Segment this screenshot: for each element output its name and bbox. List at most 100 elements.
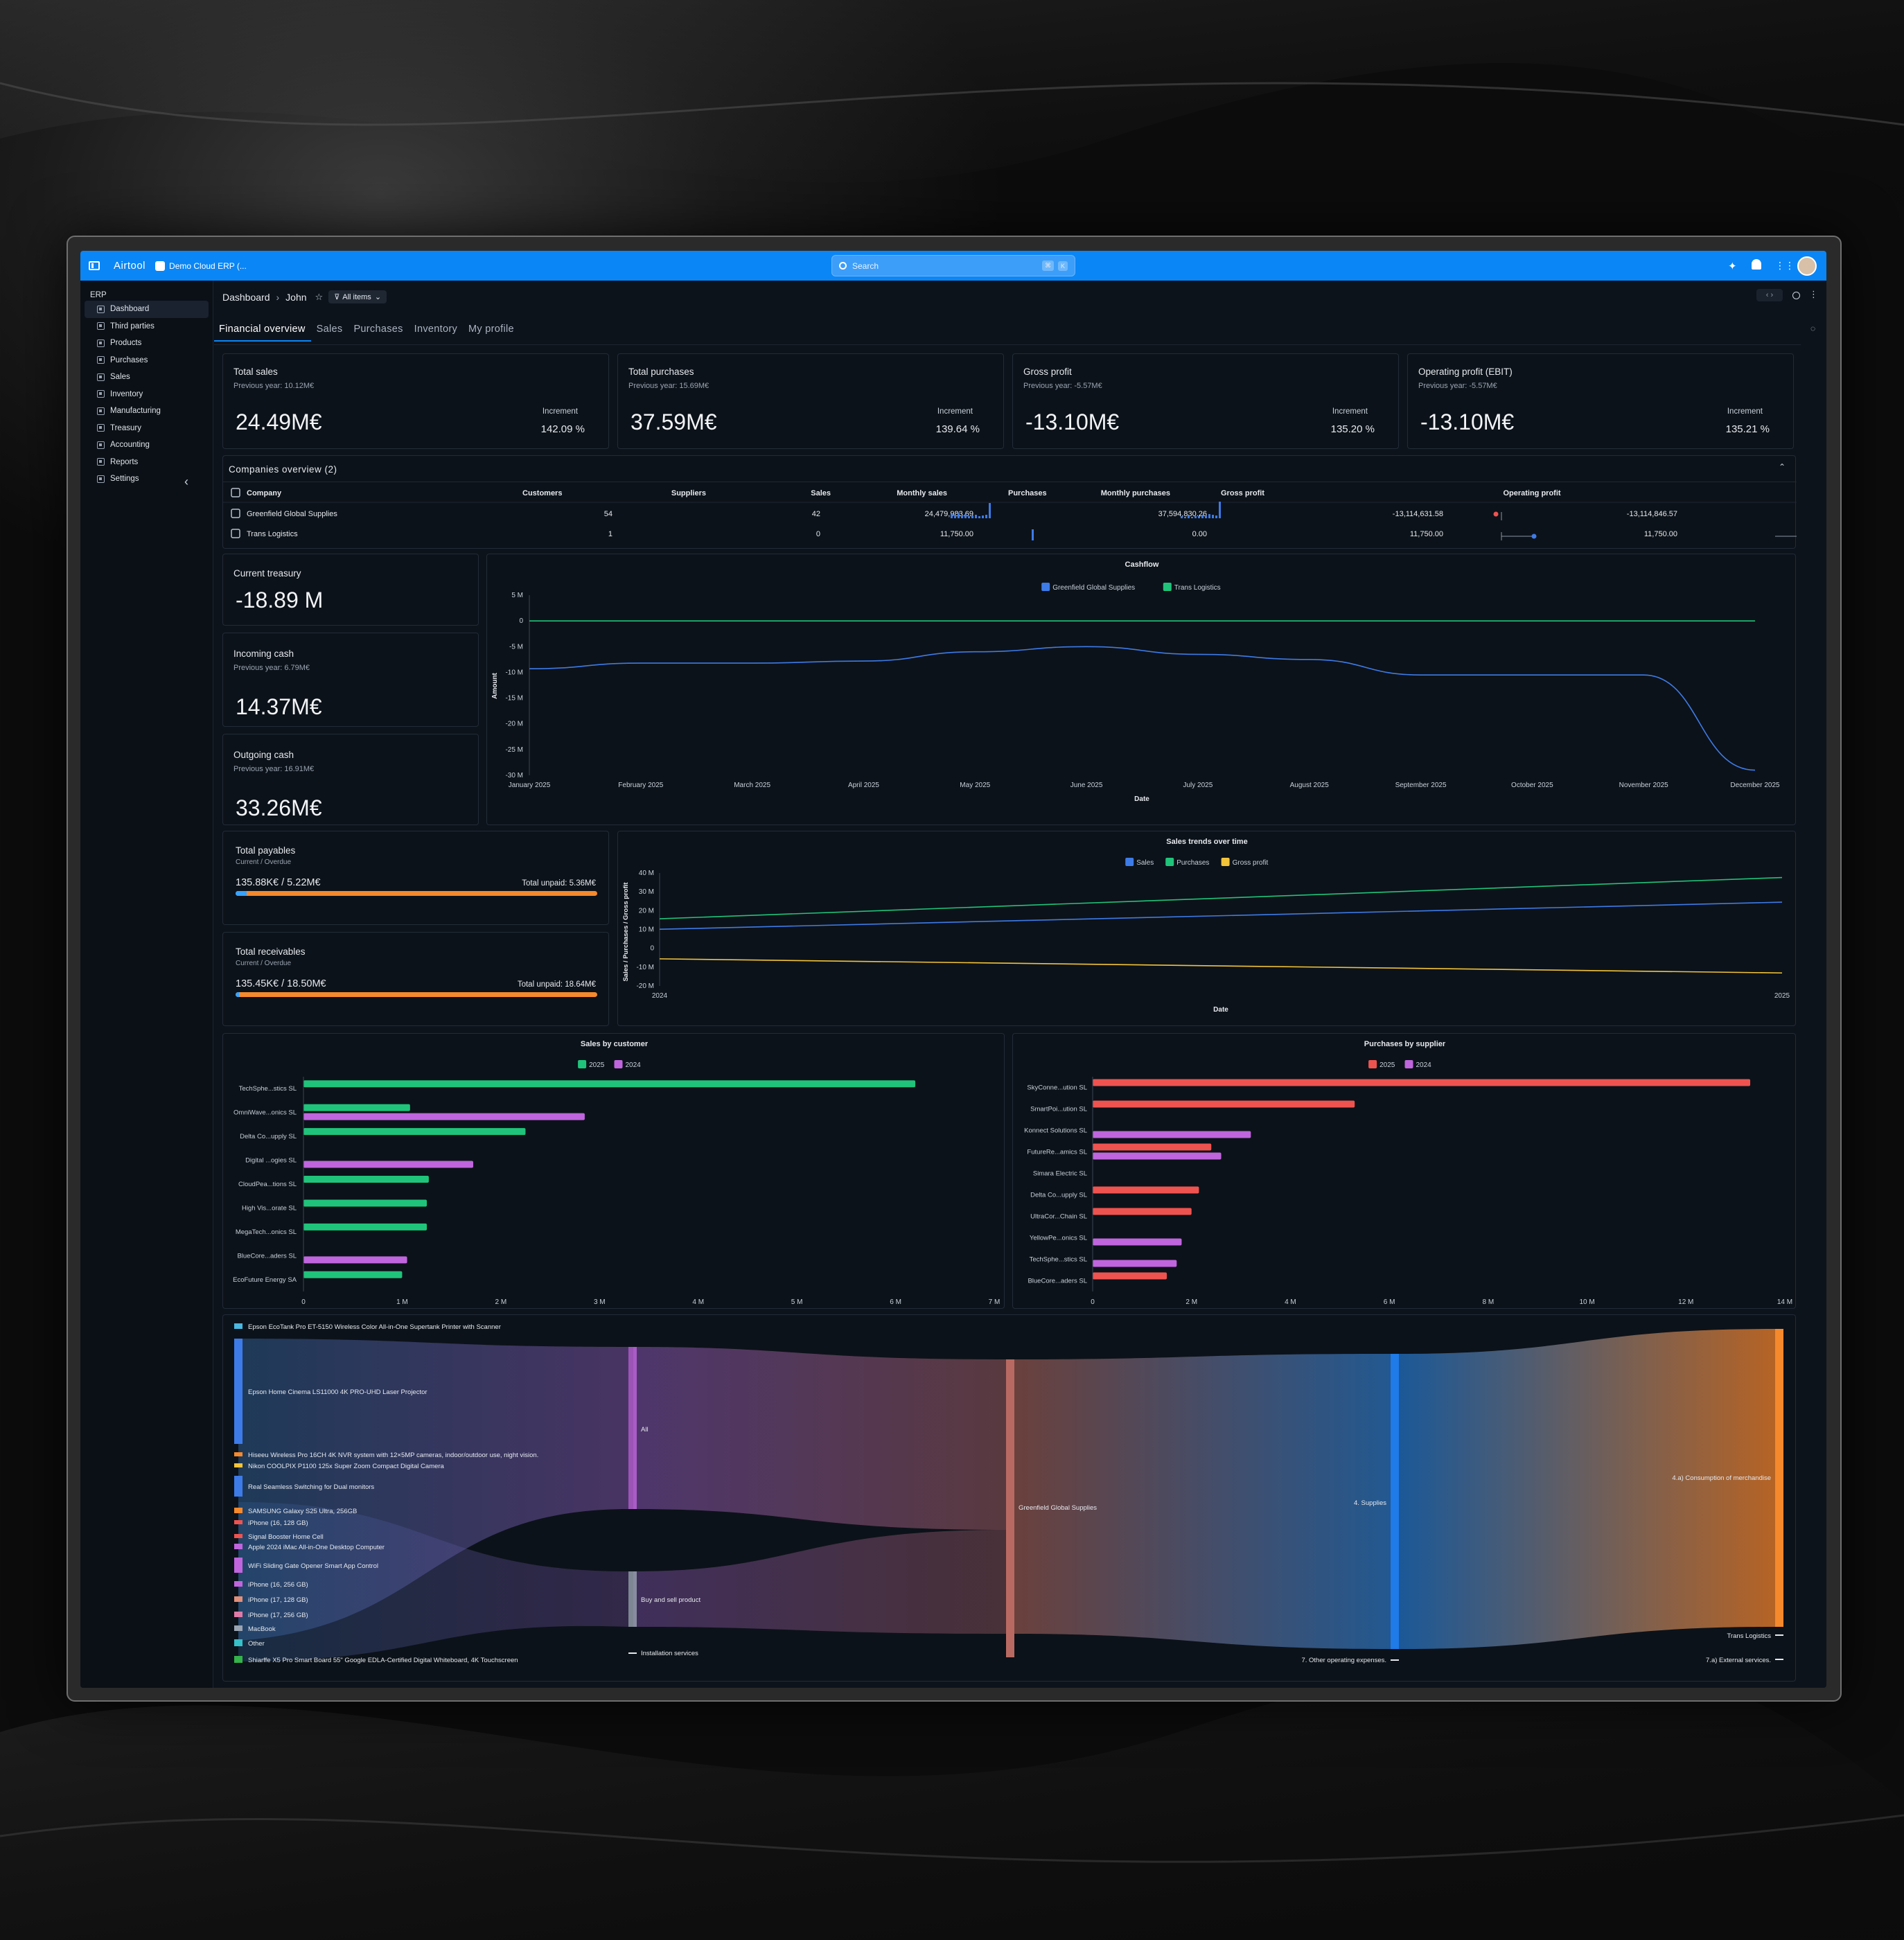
kpi-value: 37.59M€ bbox=[631, 409, 717, 434]
breadcrumb-dashboard[interactable]: Dashboard bbox=[222, 291, 270, 303]
sankey-source-label: MacBook bbox=[248, 1625, 276, 1633]
tab-financial-overview[interactable]: Financial overview bbox=[214, 324, 311, 342]
avatar[interactable] bbox=[1797, 256, 1817, 276]
breadcrumb-john[interactable]: John bbox=[285, 291, 307, 303]
nav-arrows[interactable]: ‹ › bbox=[1756, 289, 1783, 301]
y-tick-label: -5 M bbox=[509, 643, 523, 651]
x-axis-label: Date bbox=[1213, 1006, 1228, 1014]
legend-label: Purchases bbox=[1176, 859, 1209, 867]
more-menu-icon[interactable]: ⋮ bbox=[1809, 289, 1818, 299]
sankey-source-label: Real Seamless Switching for Dual monitor… bbox=[248, 1483, 374, 1491]
dashboard-icon bbox=[97, 305, 105, 313]
sidebar-item-purchases[interactable]: Purchases bbox=[85, 352, 209, 369]
column-header-customers[interactable]: Customers bbox=[522, 489, 562, 497]
sankey-node-other-expenses bbox=[1391, 1659, 1399, 1661]
products-icon bbox=[97, 339, 105, 347]
gross-profit-marker bbox=[1493, 511, 1499, 517]
treasury-previous-year: Previous year: 6.79M€ bbox=[233, 664, 310, 672]
refresh-icon[interactable] bbox=[1792, 292, 1800, 299]
kpi-increment-value: 139.64 % bbox=[935, 423, 980, 435]
legend-label: Sales bbox=[1136, 859, 1154, 867]
sidebar-item-reports[interactable]: Reports bbox=[85, 454, 209, 471]
sidebar-item-settings[interactable]: Settings bbox=[85, 470, 209, 488]
sankey-source-label: Nikon COOLPIX P1100 125x Super Zoom Comp… bbox=[248, 1463, 445, 1470]
sidebar-item-third-parties[interactable]: Third parties bbox=[85, 318, 209, 335]
column-header-monthly-sales[interactable]: Monthly sales bbox=[897, 489, 947, 497]
chart-title: Cashflow bbox=[1125, 561, 1159, 569]
search-bar[interactable]: Search ⌘ K bbox=[831, 255, 1075, 276]
monthly-sales-bar bbox=[968, 516, 970, 518]
sankey-source-node bbox=[234, 1558, 243, 1573]
column-header-sales[interactable]: Sales bbox=[811, 489, 831, 497]
apps-grid-icon[interactable]: ⋮⋮ bbox=[1775, 260, 1795, 271]
column-header-company[interactable]: Company bbox=[247, 489, 282, 497]
tab-my-profile[interactable]: My profile bbox=[468, 324, 514, 335]
column-header-gross-profit[interactable]: Gross profit bbox=[1221, 489, 1264, 497]
top-bar: Airtool Demo Cloud ERP (... Search ⌘ K ✦… bbox=[80, 251, 1826, 281]
sidebar-item-inventory[interactable]: Inventory bbox=[85, 386, 209, 403]
sidebar-item-sales[interactable]: Sales bbox=[85, 369, 209, 386]
x-tick-label: 4 M bbox=[1285, 1298, 1296, 1306]
category-label: MegaTech...onics SL bbox=[236, 1228, 297, 1236]
collapse-sidebar-icon[interactable]: ‹ bbox=[184, 475, 188, 488]
receivables-progress-fill bbox=[236, 992, 240, 997]
filter-dropdown[interactable]: ⊽ All items ⌄ bbox=[328, 290, 387, 303]
category-label: Konnect Solutions SL bbox=[1024, 1127, 1087, 1135]
x-tick-label: 10 M bbox=[1579, 1298, 1594, 1306]
workspace-selector[interactable]: Demo Cloud ERP (... bbox=[169, 261, 247, 271]
y-tick-label: 30 M bbox=[639, 888, 654, 896]
kpi-increment-label: Increment bbox=[937, 407, 973, 416]
treasury-previous-year: Previous year: 16.91M€ bbox=[233, 765, 315, 773]
tab-purchases[interactable]: Purchases bbox=[353, 324, 403, 335]
sidebar-item-manufacturing[interactable]: Manufacturing bbox=[85, 403, 209, 420]
x-tick-label: 3 M bbox=[594, 1298, 606, 1306]
kpi-card-operating-profit-ebit: Operating profit (EBIT) Previous year: -… bbox=[1407, 353, 1794, 449]
sankey-node-installation bbox=[628, 1652, 637, 1654]
sidebar-toggle-icon[interactable] bbox=[89, 261, 100, 270]
sankey-source-node bbox=[234, 1520, 243, 1524]
legend-label: Greenfield Global Supplies bbox=[1052, 584, 1135, 592]
treasury-card-outgoing-cash: Outgoing cash Previous year: 16.91M€ 33.… bbox=[222, 734, 479, 825]
gross-profit-marker bbox=[1531, 534, 1537, 539]
sidebar-item-label: Third parties bbox=[110, 321, 155, 330]
flow-company-to-supplies bbox=[1013, 1354, 1391, 1649]
sankey-label-all: All bbox=[641, 1426, 649, 1434]
row-checkbox[interactable] bbox=[231, 529, 240, 538]
column-header-suppliers[interactable]: Suppliers bbox=[671, 489, 706, 497]
sales-by-customer-chart: Sales by customer 2025 2024 TechSphe...stic… bbox=[233, 1040, 1000, 1306]
main-content: Dashboard › John ☆ ⊽ All items ⌄ ‹ › ⋮ ◌… bbox=[214, 281, 1826, 1688]
sidebar-item-products[interactable]: Products bbox=[85, 335, 209, 352]
sidebar-item-label: Dashboard bbox=[110, 305, 150, 314]
monthly-purchases-bar bbox=[1205, 515, 1207, 518]
star-icon[interactable]: ☆ bbox=[315, 291, 324, 302]
monthly-sales-bar bbox=[954, 515, 956, 518]
monthly-purchases-bar bbox=[1198, 516, 1200, 518]
sidebar-item-accounting[interactable]: Accounting bbox=[85, 436, 209, 454]
bell-icon[interactable] bbox=[1752, 259, 1761, 270]
sidebar-item-treasury[interactable]: Treasury bbox=[85, 420, 209, 437]
sankey-source-node bbox=[234, 1476, 243, 1497]
treasury-card-current-treasury: Current treasury -18.89 M bbox=[222, 554, 479, 626]
sidebar-item-label: Manufacturing bbox=[110, 407, 161, 416]
sankey-source-node bbox=[234, 1639, 243, 1646]
column-header-purchases[interactable]: Purchases bbox=[1008, 489, 1047, 497]
chart-title: Sales by customer bbox=[581, 1040, 649, 1048]
sankey-node-company bbox=[1006, 1359, 1014, 1657]
monthly-purchases-bar bbox=[1219, 502, 1221, 518]
tab-sales[interactable]: Sales bbox=[316, 324, 343, 335]
tab-inventory[interactable]: Inventory bbox=[414, 324, 458, 335]
category-label: SmartPoi...ution SL bbox=[1030, 1106, 1087, 1113]
column-header-operating-profit[interactable]: Operating profit bbox=[1503, 489, 1560, 497]
x-tick-label: November 2025 bbox=[1619, 782, 1669, 789]
sidebar-item-dashboard[interactable]: Dashboard bbox=[85, 301, 209, 318]
column-header-monthly-purchases[interactable]: Monthly purchases bbox=[1101, 489, 1170, 497]
x-tick-label: 4 M bbox=[692, 1298, 704, 1306]
monthly-purchases-bar bbox=[1181, 516, 1183, 518]
sidebar-item-label: Sales bbox=[110, 373, 130, 382]
y-tick-label: -20 M bbox=[636, 982, 654, 990]
collapse-chevron-icon[interactable]: ⌃ bbox=[1778, 462, 1786, 472]
comments-icon[interactable]: ◌ bbox=[1810, 324, 1816, 333]
row-checkbox[interactable] bbox=[231, 509, 240, 518]
select-all-checkbox[interactable] bbox=[231, 488, 240, 497]
sparkle-icon[interactable]: ✦ bbox=[1728, 261, 1737, 272]
